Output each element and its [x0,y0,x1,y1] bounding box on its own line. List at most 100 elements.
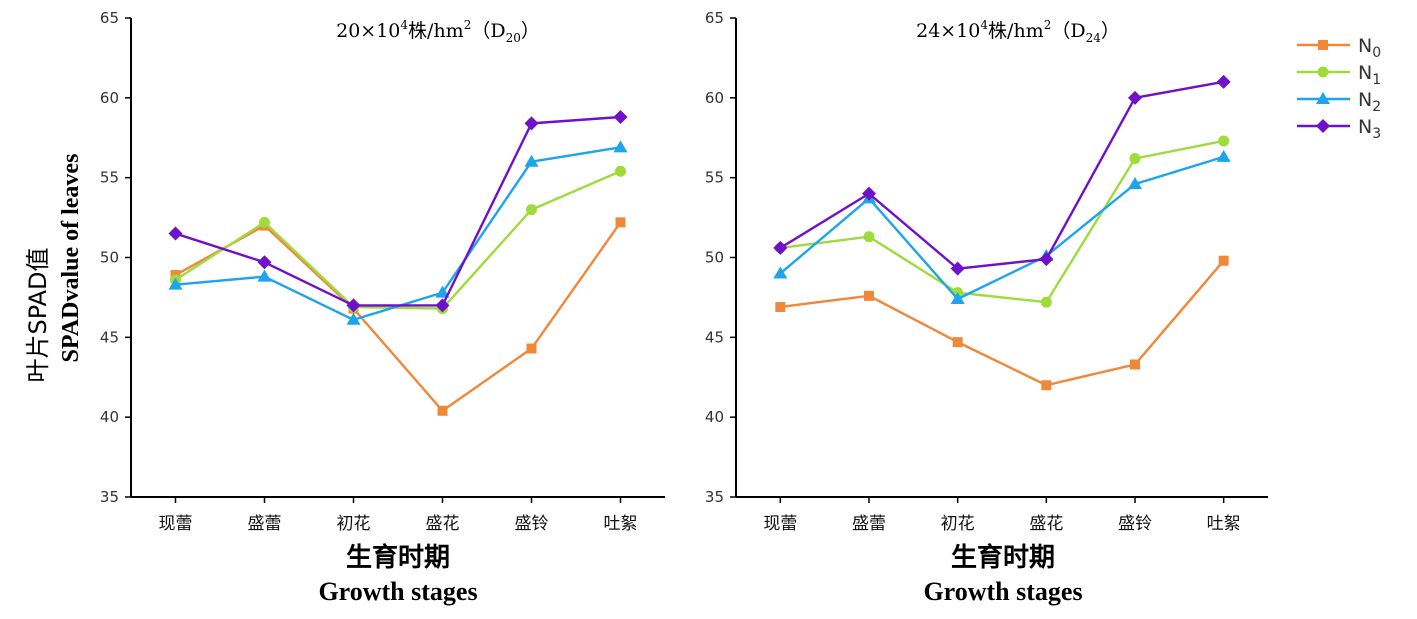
legend-marker [1318,40,1328,50]
series-N0 [170,217,626,416]
y-tick-label: 35 [705,488,724,506]
data-point-N1 [615,165,626,177]
y-tick-label: 50 [100,249,119,267]
x-tick-label: 现蕾 [159,514,193,534]
data-point-N1 [1218,135,1230,147]
x-tick-label: 盛铃 [1118,514,1152,534]
axes: 35 40 45 50 55 60 65 现蕾 盛蕾 初花 盛花 盛铃 吐絮 [705,9,1268,534]
data-point-N3 [435,298,450,313]
y-axis-label-en: SPADvalue of leaves [58,154,84,363]
series-line-N3 [779,80,1224,270]
x-tick-label: 现蕾 [763,514,797,534]
data-point-N2 [524,154,539,167]
series-N3 [168,109,628,313]
series-N0 [775,255,1229,391]
data-point-N0 [437,405,448,416]
data-point-N1 [1040,296,1052,308]
x-axis-label-en: Growth stages [318,577,477,606]
chart-title: 24×104株/hm2（D24） [916,18,1120,45]
data-point-N2 [257,269,272,282]
data-point-N1 [259,216,270,228]
x-axis-label-en: Growth stages [923,577,1082,606]
series-line-N3 [175,115,621,307]
x-tick-label: 盛蕾 [852,514,886,534]
legend-marker [1316,92,1330,104]
legend-label: N2 [1358,89,1381,115]
y-tick-label: 40 [705,408,724,426]
data-point-N3 [257,255,272,270]
data-point-N0 [1218,255,1229,266]
x-tick-label: 初花 [337,514,371,534]
y-tick-label: 55 [100,169,119,187]
x-tick-label: 盛蕾 [248,514,282,534]
data-point-N3 [346,298,361,313]
data-point-N0 [775,301,786,312]
data-point-N1 [1129,153,1141,165]
data-point-N0 [526,343,537,354]
axes: 35 40 45 50 55 60 65 现蕾 盛蕾 初花 盛花 盛铃 吐絮 [100,9,665,534]
series-line-N0 [174,221,622,412]
y-tick-label: 65 [100,9,119,27]
data-point-N0 [615,217,626,228]
data-point-N2 [613,140,628,153]
data-point-N2 [168,277,183,290]
legend-label: N0 [1358,35,1381,61]
y-tick-label: 45 [100,328,119,346]
x-tick-label: 盛花 [426,514,460,534]
legend-marker [1317,66,1329,78]
series-line-N0 [780,259,1225,387]
data-point-N2 [950,292,965,305]
series-line-N2 [779,155,1225,301]
chart-title: 20×104株/hm2（D20） [336,18,540,45]
data-point-N2 [1128,177,1142,190]
data-point-N2 [1216,149,1231,162]
legend-marker [1316,119,1330,133]
legend-item-N2: N2 [1297,89,1381,115]
x-tick-label: 吐絮 [604,514,638,534]
data-point-N3 [773,240,788,255]
data-point-N3 [862,186,876,201]
x-tick-label: 初花 [941,514,975,534]
series-N2 [168,140,628,325]
data-point-N1 [526,204,537,216]
legend-item-N0: N0 [1297,35,1381,61]
x-tick-label: 盛花 [1029,514,1063,534]
data-point-N2 [435,285,450,298]
y-tick-label: 55 [705,169,724,187]
x-axis-label-cn: 生育时期 [951,542,1055,573]
series-line-N1 [780,139,1224,304]
series-line-N1 [174,170,621,310]
data-point-N2 [773,266,788,279]
y-tick-label: 60 [100,89,119,107]
y-tick-label: 35 [100,488,119,506]
series-N3 [773,74,1231,276]
x-axis-label-cn: 生育时期 [346,542,450,573]
data-point-N3 [1128,90,1142,105]
y-tick-label: 60 [705,89,724,107]
legend-item-N1: N1 [1297,62,1381,88]
data-point-N3 [613,109,628,124]
data-point-N1 [863,231,875,243]
data-point-N3 [950,261,965,276]
data-point-N0 [1130,359,1140,370]
series-N1 [170,165,626,315]
x-tick-label: 吐絮 [1207,514,1241,534]
y-tick-label: 50 [705,249,724,267]
series-line-N2 [175,146,621,321]
y-axis-label: 叶片SPAD值 SPADvalue of leaves [24,154,84,383]
y-tick-label: 65 [705,9,724,27]
legend-label: N1 [1358,62,1381,88]
data-point-N0 [952,337,963,348]
data-point-N2 [346,312,361,325]
data-point-N3 [524,116,539,131]
y-tick-label: 40 [100,408,119,426]
data-point-N3 [1216,74,1231,89]
data-point-N3 [168,226,183,241]
data-point-N3 [1039,252,1054,267]
series-N2 [773,149,1231,305]
legend-label: N3 [1358,116,1381,142]
